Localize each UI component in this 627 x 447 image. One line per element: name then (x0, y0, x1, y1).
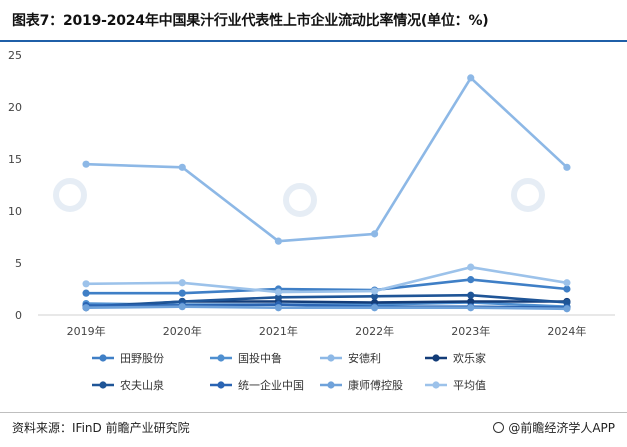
title-underline (0, 40, 627, 42)
data-point (82, 289, 90, 297)
y-tick-label: 20 (8, 101, 22, 114)
data-point (563, 285, 571, 293)
series-7 (82, 303, 571, 313)
legend-label: 平均值 (453, 379, 486, 392)
data-point (82, 160, 90, 168)
brand-credit-text: @前瞻经济学人APP (508, 421, 615, 435)
data-point (178, 303, 186, 311)
data-point (274, 304, 283, 312)
legend-swatch-marker (327, 354, 335, 362)
data-point (467, 276, 475, 284)
series-line (86, 305, 567, 311)
data-point (467, 297, 475, 306)
data-point (178, 279, 186, 287)
series-line (86, 278, 568, 295)
legend-label: 统一企业中国 (238, 378, 304, 392)
data-point (563, 298, 571, 307)
x-tick-label: 2021年 (259, 324, 298, 338)
legend-swatch-marker (99, 381, 107, 389)
x-tick-label: 2019年 (67, 324, 106, 338)
legend-item: 平均值 (425, 379, 486, 392)
watermark-logo-icon (53, 178, 87, 212)
line-chart: 0 5 10 15 20 25 2019年 2020年 2021年 2022年 2023年 2024年… (8, 49, 615, 392)
data-point (563, 163, 571, 171)
data-point (178, 163, 186, 171)
data-point (370, 304, 379, 312)
series-1 (82, 276, 571, 297)
x-tick-label: 2020年 (163, 324, 202, 338)
data-point (370, 287, 379, 295)
data-point (467, 291, 475, 299)
data-point (82, 304, 90, 312)
source-note: 资料来源：IFinD 前瞻产业研究院 (12, 421, 190, 435)
chart-axes: 0 5 10 15 20 25 2019年 2020年 2021年 2022年 2023年 2024年 (8, 49, 615, 338)
legend-item: 统一企业中国 (210, 378, 304, 392)
chart-title: 图表7：2019-2024年中国果汁行业代表性上市企业流动比率情况(单位：%) (12, 13, 489, 29)
legend-swatch-marker (99, 354, 107, 362)
legend-label: 农夫山泉 (120, 378, 164, 392)
data-point (467, 74, 475, 82)
data-point (563, 279, 571, 287)
brand-logo-icon (493, 422, 505, 433)
watermark-logo-icon (283, 183, 317, 217)
y-tick-label: 0 (15, 309, 22, 322)
data-point (274, 293, 283, 301)
legend-swatch-marker (432, 381, 440, 389)
legend-item: 田野股份 (92, 352, 164, 365)
y-tick-label: 15 (8, 153, 22, 166)
data-point (370, 292, 379, 300)
x-tick-label: 2023年 (451, 324, 490, 338)
brand-credit: @前瞻经济学人APP (493, 419, 615, 436)
footer-divider (0, 412, 627, 413)
data-point (274, 237, 283, 245)
series-line (86, 293, 567, 308)
y-tick-label: 5 (15, 257, 22, 270)
watermark-logo-icon (511, 178, 545, 212)
data-point (370, 230, 379, 238)
series-3 (82, 74, 571, 245)
watermark-layer (53, 178, 545, 217)
legend-label: 康师傅控股 (348, 378, 403, 392)
legend-item: 欢乐家 (425, 351, 486, 365)
series-line (86, 265, 568, 294)
legend-item: 国投中鲁 (210, 351, 282, 365)
legend-label: 田野股份 (120, 352, 164, 365)
legend-label: 安德利 (348, 351, 381, 365)
legend-label: 欢乐家 (453, 351, 486, 365)
x-tick-label: 2024年 (547, 324, 586, 338)
legend-label: 国投中鲁 (238, 351, 282, 365)
series-8 (82, 263, 571, 296)
series-line (86, 76, 568, 243)
legend-swatch-marker (432, 354, 440, 362)
data-point (563, 305, 571, 313)
y-tick-label: 10 (8, 205, 22, 218)
legend-swatch-marker (217, 381, 225, 389)
data-point (467, 263, 475, 271)
data-point (274, 288, 283, 296)
legend-item: 农夫山泉 (92, 378, 164, 392)
y-tick-label: 25 (8, 49, 22, 62)
legend-item: 康师傅控股 (320, 378, 403, 392)
data-point (467, 304, 475, 312)
legend-swatch-marker (217, 354, 225, 362)
x-tick-label: 2022年 (355, 324, 394, 338)
data-point (82, 280, 90, 288)
legend-item: 安德利 (320, 351, 381, 365)
legend-swatch-marker (327, 381, 335, 389)
series-layer (82, 74, 571, 313)
data-point (178, 289, 186, 297)
